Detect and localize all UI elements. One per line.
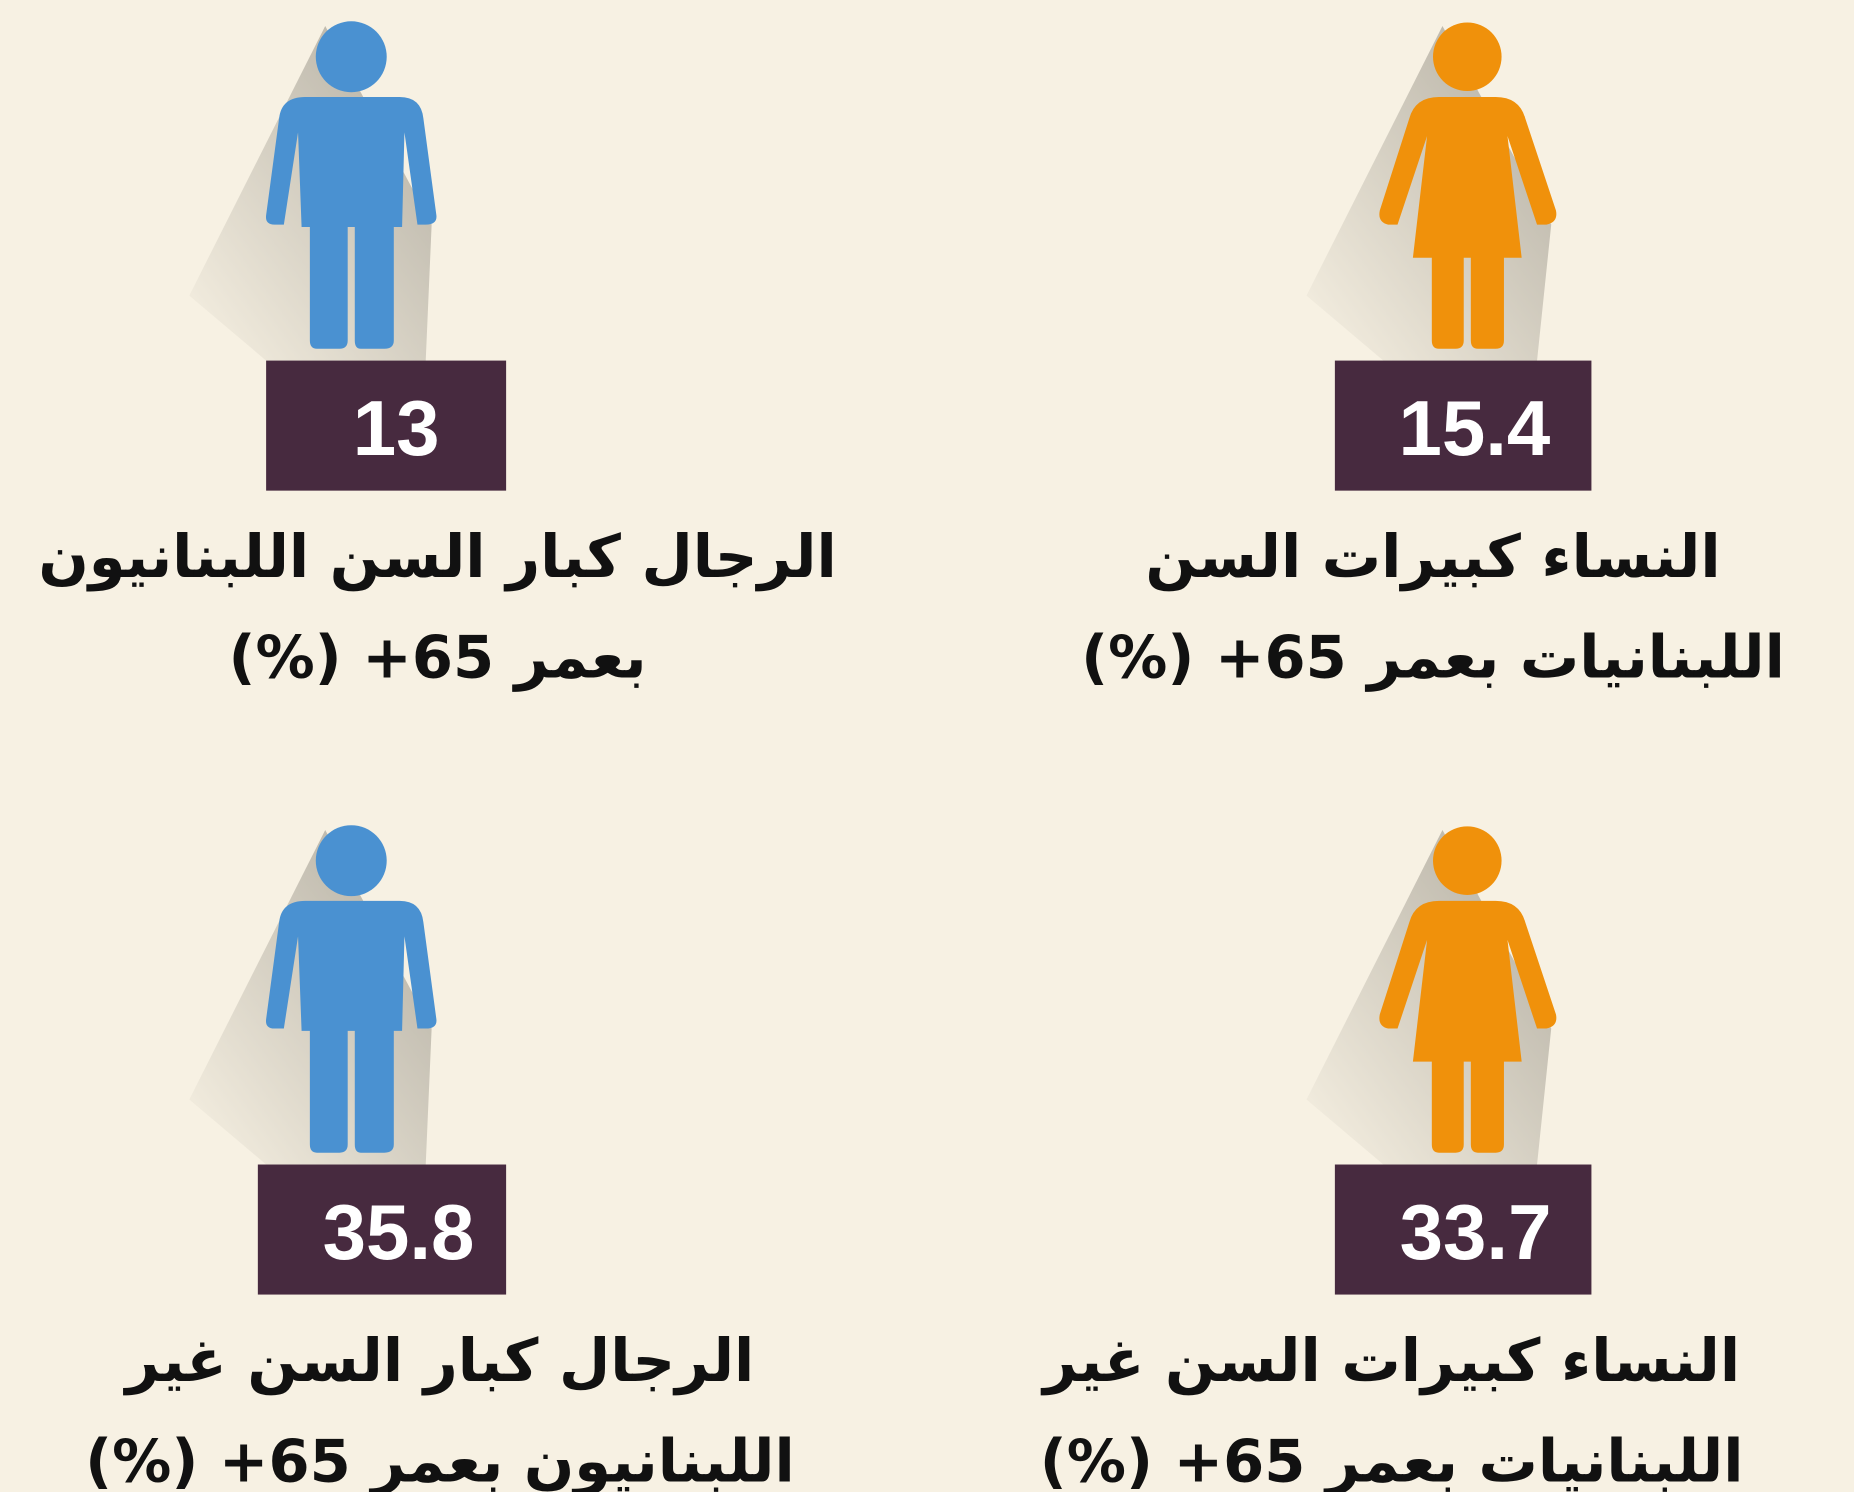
value-label: 13 xyxy=(353,384,440,472)
panel-label: اللبنانيات بعمر 65+ (%) xyxy=(1081,622,1785,692)
value-label: 35.8 xyxy=(323,1188,475,1276)
panel-label: بعمر 65+ (%) xyxy=(228,622,646,692)
value-box xyxy=(1334,360,1592,491)
woman-icon xyxy=(1306,22,1557,361)
man-icon xyxy=(189,825,437,1165)
woman-icon xyxy=(1306,826,1557,1165)
value-label: 15.4 xyxy=(1398,384,1550,472)
panel-label: الرجال كبار السن غير xyxy=(122,1326,754,1396)
panel-label: النساء كبيرات السن غير xyxy=(1040,1326,1740,1396)
value-box xyxy=(266,360,507,491)
value-label: 33.7 xyxy=(1400,1188,1552,1276)
value-box xyxy=(257,1164,507,1295)
panel-label: النساء كبيرات السن xyxy=(1145,522,1720,592)
panel-label: اللبنانيون بعمر 65+ (%) xyxy=(85,1426,795,1492)
panel-label: الرجال كبار السن اللبنانيون xyxy=(38,522,836,592)
value-box xyxy=(1334,1164,1592,1295)
panel-label: اللبنانيات بعمر 65+ (%) xyxy=(1040,1426,1744,1492)
man-icon xyxy=(189,21,437,361)
